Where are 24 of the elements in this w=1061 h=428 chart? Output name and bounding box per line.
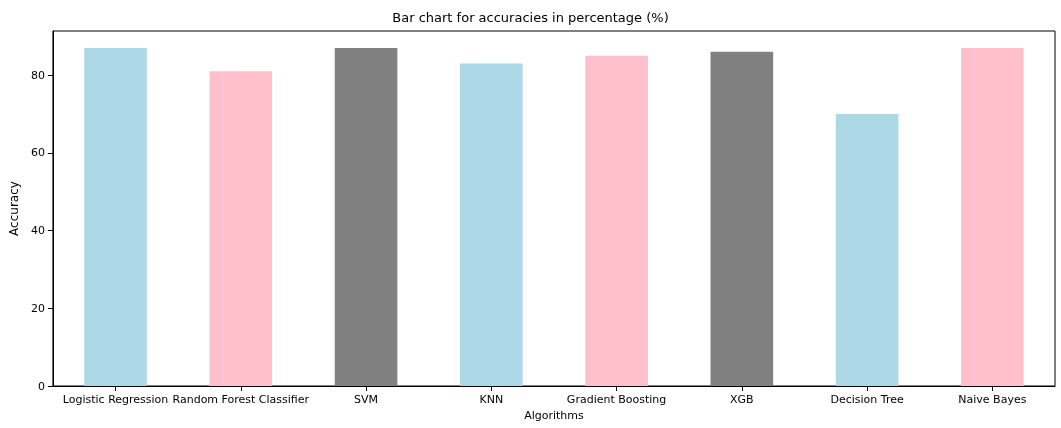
- y-tick-label: 20: [30, 301, 45, 315]
- x-tick-label: Random Forest Classifier: [172, 393, 310, 406]
- x-tick-label: Gradient Boosting: [566, 393, 667, 406]
- y-tick-label: 0: [37, 379, 45, 393]
- y-axis-title: Accuracy: [7, 181, 21, 236]
- x-tick-label: Decision Tree: [830, 393, 904, 406]
- x-tick-label: XGB: [730, 393, 754, 406]
- y-tick-label: 60: [30, 146, 45, 160]
- bar: [710, 51, 774, 386]
- y-tick-label: 40: [30, 224, 45, 238]
- x-tick-label: Logistic Regression: [62, 393, 169, 406]
- x-tick-label: SVM: [354, 393, 379, 406]
- y-tick-label: 80: [30, 68, 45, 82]
- x-tick-label: Naive Bayes: [958, 393, 1027, 406]
- bar: [460, 63, 523, 386]
- bar: [84, 47, 147, 386]
- bar: [334, 47, 398, 386]
- chart-title: Bar chart for accuracies in percentage (%): [392, 10, 669, 25]
- bar: [961, 47, 1024, 386]
- x-axis-title: Algorithms: [524, 409, 585, 422]
- x-tick-label: KNN: [479, 393, 504, 406]
- bar: [835, 113, 899, 386]
- bar: [585, 55, 648, 386]
- bar: [209, 71, 273, 386]
